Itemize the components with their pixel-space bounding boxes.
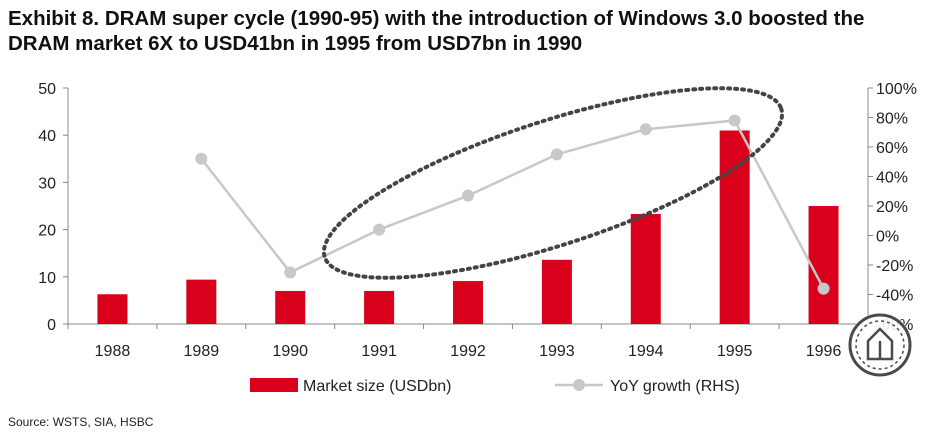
yoy-growth-point — [462, 189, 474, 202]
right-tick-label: -20% — [876, 258, 913, 275]
x-tick-label: 1994 — [628, 343, 664, 360]
right-tick-label: 100% — [876, 81, 917, 98]
bar — [97, 294, 128, 324]
highlight-ellipse — [321, 86, 785, 280]
yoy-growth-point — [817, 282, 830, 295]
watermark-logo-ring — [848, 313, 912, 377]
bar — [541, 259, 572, 324]
left-tick-label: 50 — [38, 81, 56, 98]
left-tick-label: 10 — [38, 270, 56, 287]
left-tick-label: 20 — [38, 223, 56, 240]
legend-line-marker — [573, 379, 585, 391]
right-tick-label: 0% — [876, 229, 899, 246]
x-tick-label: 1995 — [717, 343, 753, 360]
right-tick-label: 20% — [876, 199, 908, 216]
x-tick-label: 1993 — [539, 343, 575, 360]
right-tick-label: -40% — [876, 288, 913, 305]
bar — [630, 214, 661, 324]
x-tick-label: 1992 — [450, 343, 486, 360]
yoy-growth-point — [639, 123, 652, 136]
right-tick-label: 60% — [876, 140, 908, 157]
bar — [719, 130, 750, 324]
yoy-growth-point — [550, 148, 563, 161]
bar — [186, 279, 217, 324]
yoy-growth-line — [200, 119, 825, 290]
left-tick-label: 0 — [47, 317, 56, 334]
watermark-logo-house — [866, 327, 894, 361]
yoy-growth-point — [728, 114, 741, 127]
bar — [808, 206, 839, 324]
x-tick-label: 1990 — [272, 343, 308, 360]
x-tick-label: 1988 — [95, 343, 131, 360]
left-tick-label: 30 — [38, 175, 56, 192]
bar — [453, 281, 483, 324]
left-tick-label: 40 — [38, 128, 56, 145]
source-note: Source: WSTS, SIA, HSBC — [8, 415, 154, 429]
x-tick-label: 1991 — [361, 343, 397, 360]
x-tick-label: 1989 — [184, 343, 220, 360]
bar — [275, 290, 306, 324]
watermark-logo-inner-ring — [855, 320, 905, 370]
chart-title-line-1: Exhibit 8. DRAM super cycle (1990-95) wi… — [8, 7, 865, 30]
legend-label-market-size: Market size (USDbn) — [303, 378, 451, 395]
right-tick-label: 80% — [876, 111, 908, 128]
legend-label-yoy-growth: YoY growth (RHS) — [610, 378, 740, 395]
right-tick-label: 40% — [876, 170, 908, 187]
x-tick-label: 1996 — [806, 343, 842, 360]
yoy-growth-point — [195, 152, 208, 165]
legend-bar-swatch — [250, 378, 298, 392]
yoy-growth-point — [284, 266, 297, 279]
chart-title: Exhibit 8. DRAM super cycle (1990-95) wi… — [8, 6, 948, 56]
bar — [364, 290, 395, 324]
yoy-growth-point — [373, 223, 386, 236]
chart-title-line-2: DRAM market 6X to USD41bn in 1995 from U… — [8, 32, 583, 55]
